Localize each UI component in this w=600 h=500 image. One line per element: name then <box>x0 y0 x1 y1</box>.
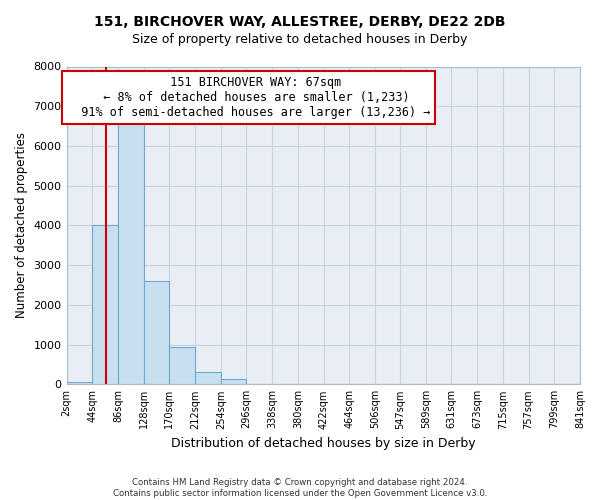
Y-axis label: Number of detached properties: Number of detached properties <box>15 132 28 318</box>
Text: Contains HM Land Registry data © Crown copyright and database right 2024.
Contai: Contains HM Land Registry data © Crown c… <box>113 478 487 498</box>
Bar <box>221 380 247 384</box>
X-axis label: Distribution of detached houses by size in Derby: Distribution of detached houses by size … <box>171 437 476 450</box>
Text: Size of property relative to detached houses in Derby: Size of property relative to detached ho… <box>133 32 467 46</box>
Bar <box>92 226 118 384</box>
Bar <box>195 372 221 384</box>
Bar <box>67 382 92 384</box>
Text: 151 BIRCHOVER WAY: 67sqm
  ← 8% of detached houses are smaller (1,233)
  91% of : 151 BIRCHOVER WAY: 67sqm ← 8% of detache… <box>67 76 431 119</box>
Bar <box>143 281 169 384</box>
Bar <box>169 346 195 385</box>
Bar <box>118 122 143 384</box>
Text: 151, BIRCHOVER WAY, ALLESTREE, DERBY, DE22 2DB: 151, BIRCHOVER WAY, ALLESTREE, DERBY, DE… <box>94 15 506 29</box>
